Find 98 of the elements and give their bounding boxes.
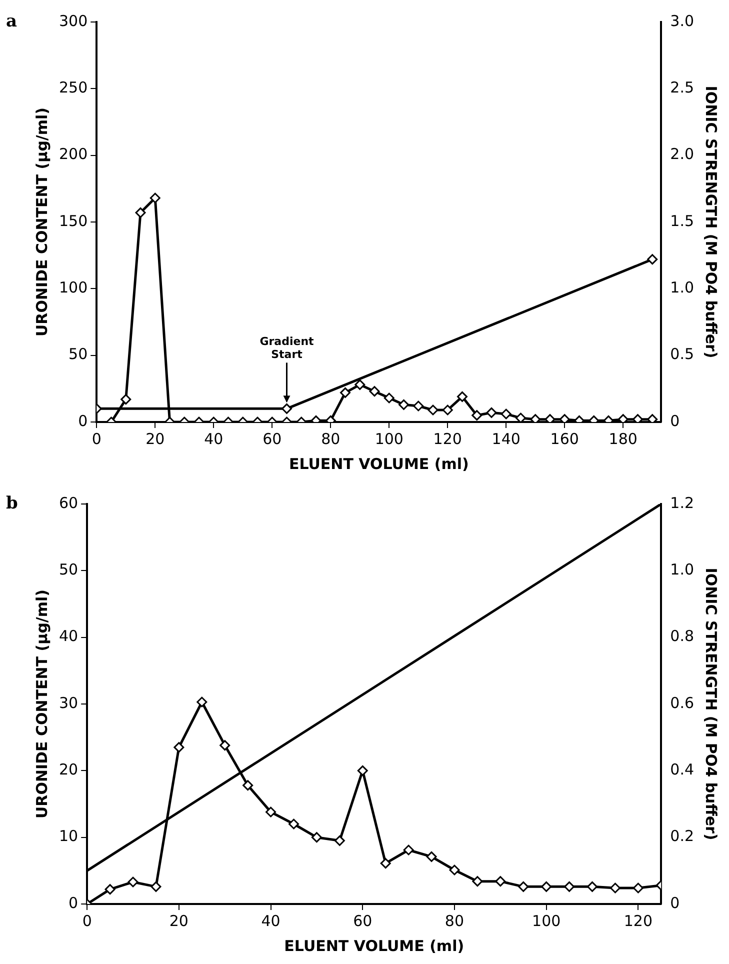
chart-title: b [6,493,18,514]
point [559,414,570,422]
y-tick-label: 100 [58,278,88,297]
point [530,414,541,422]
y-tick-label: 50 [68,345,88,364]
point [150,881,162,892]
y-tick-label: 50 [58,560,78,579]
y-axis-title: URONIDE CONTENT (μg/ml) [32,589,51,819]
y2-tick-label: 0.8 [670,627,694,646]
y-tick-label: 30 [58,694,78,712]
y2-tick-label: 0 [670,894,680,912]
point [174,742,184,753]
y2-tick-label: 1.0 [670,278,694,297]
y-axis-title: URONIDE CONTENT (μg/ml) [32,107,51,337]
point [398,399,409,410]
point [266,806,276,818]
point [242,780,254,791]
point [472,876,483,887]
point [380,858,391,869]
x-tick-label: 140 [492,430,520,448]
point [515,412,526,422]
point [413,400,424,412]
point [340,387,350,398]
point [457,391,468,402]
y2-tick-label: 2.0 [670,145,694,164]
y-tick-label: 150 [58,212,88,230]
y-tick-label: 20 [58,760,78,779]
y2-axis-title: IONIC STRENGTH (M PO4 buffer) [702,86,720,358]
point [610,882,620,894]
y-tick-label: 10 [58,827,78,846]
y-tick-label: 200 [58,145,88,164]
point [541,881,552,892]
x-tick-label: 40 [204,430,224,448]
x-tick-label: 60 [262,430,282,448]
x-tick-label: 80 [444,912,464,930]
point [500,408,512,420]
x-tick-label: 80 [321,430,340,448]
point [428,404,438,416]
x-axis-title: ELUENT VOLUME (ml) [288,454,469,473]
x-tick-label: 120 [433,430,462,448]
y-tick-label: 300 [58,12,88,30]
point [357,765,368,776]
x-tick-label: 60 [353,912,372,930]
x-tick-label: 0 [92,430,102,448]
point [334,835,345,846]
point [369,386,380,397]
x-tick-label: 20 [146,430,165,448]
x-tick-label: 40 [261,912,280,930]
point [104,884,116,895]
y2-tick-label: 2.5 [670,78,694,97]
point [135,207,146,218]
y-tick-label: 0 [68,894,78,912]
point [442,404,453,416]
x-tick-label: 100 [374,430,404,448]
point [311,832,322,843]
y2-tick-label: 0.2 [670,827,694,846]
point [564,881,575,892]
x-tick-label: 100 [532,912,561,930]
chart-title: a [6,11,18,32]
x-tick-label: 180 [608,430,638,448]
point [486,407,497,418]
y-tick-label: 40 [58,627,78,646]
point [618,414,628,422]
point [354,379,366,390]
x-tick-label: 120 [624,912,653,930]
point [587,881,598,892]
point [544,414,556,422]
point [120,394,132,405]
x-axis-title: ELUENT VOLUME (ml) [284,936,464,955]
y-tick-label: 250 [58,78,88,97]
y2-axis-title: IONIC STRENGTH (M PO4 buffer) [702,568,720,840]
y2-tick-label: 0 [670,412,680,430]
y2-tick-label: 0.4 [670,760,694,779]
y2-tick-label: 0.5 [670,345,694,364]
point [647,414,658,422]
point [196,696,208,708]
point [518,881,529,892]
point [632,414,643,422]
y-tick-label: 60 [58,494,78,512]
point [288,818,299,830]
point [495,876,506,887]
y2-tick-label: 3.0 [670,12,694,30]
y2-tick-label: 1.2 [670,494,694,512]
point [150,192,160,204]
point [632,882,644,894]
annotation: Gradient Start [260,335,314,362]
y-tick-label: 0 [78,412,88,430]
y2-tick-label: 0.6 [670,694,694,712]
point [128,876,138,888]
point [403,844,414,856]
point [220,740,230,751]
point [384,392,394,404]
point [426,851,437,862]
point [449,864,460,876]
x-tick-label: 20 [169,912,188,930]
y2-tick-label: 1.5 [670,212,694,230]
y2-tick-label: 1.0 [670,560,694,579]
x-tick-label: 160 [550,430,579,448]
